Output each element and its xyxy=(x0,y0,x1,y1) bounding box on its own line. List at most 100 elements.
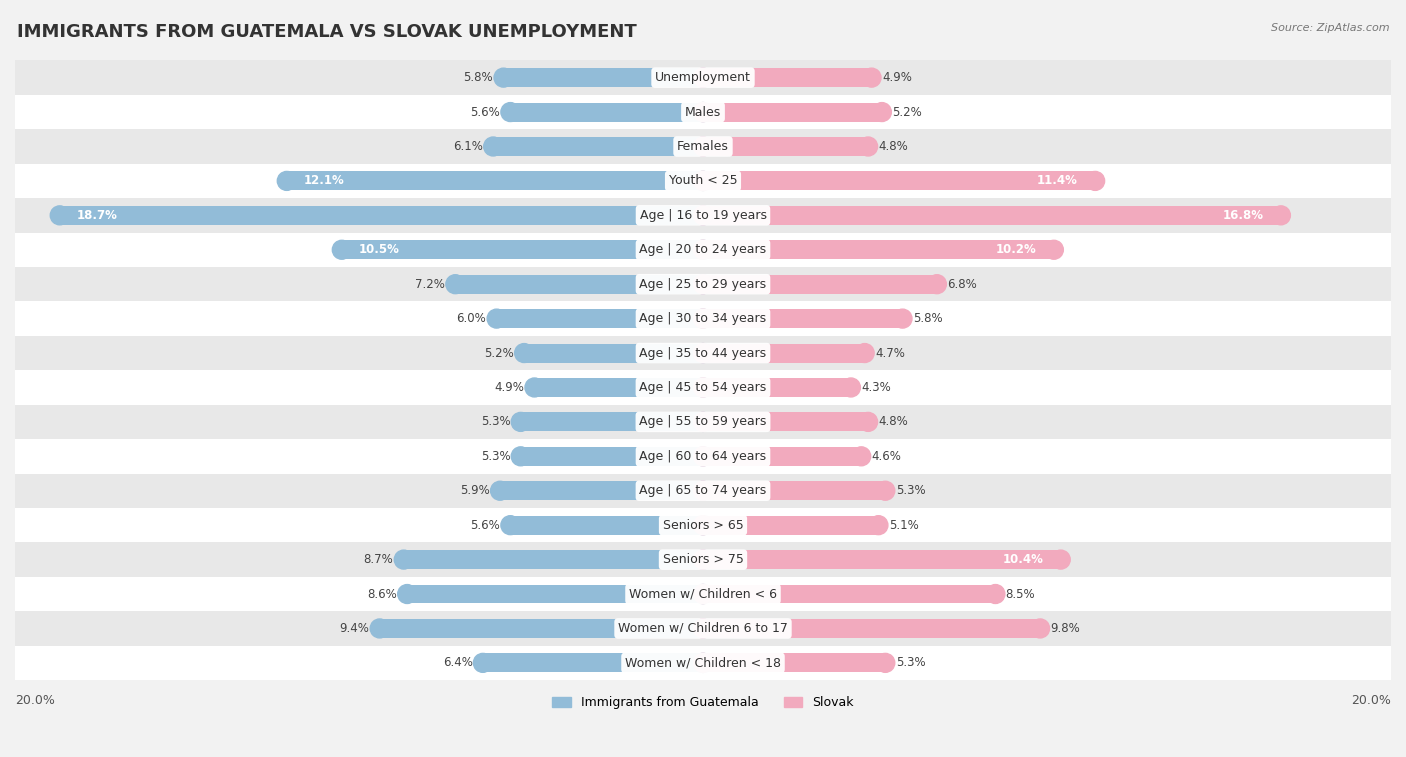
Circle shape xyxy=(446,275,465,294)
Bar xyxy=(510,516,703,534)
Text: 4.8%: 4.8% xyxy=(879,140,908,153)
Text: Age | 60 to 64 years: Age | 60 to 64 years xyxy=(640,450,766,463)
Circle shape xyxy=(693,171,713,190)
Text: Age | 35 to 44 years: Age | 35 to 44 years xyxy=(640,347,766,360)
Bar xyxy=(15,439,1391,474)
Text: 9.4%: 9.4% xyxy=(339,622,370,635)
Text: 10.2%: 10.2% xyxy=(995,243,1036,257)
Bar xyxy=(501,481,703,500)
Circle shape xyxy=(869,516,889,534)
Bar xyxy=(503,68,703,87)
Text: 6.4%: 6.4% xyxy=(443,656,472,669)
Circle shape xyxy=(693,344,713,363)
Circle shape xyxy=(512,413,530,431)
Bar xyxy=(404,550,703,569)
Bar xyxy=(15,95,1391,129)
Bar xyxy=(408,584,703,603)
Circle shape xyxy=(491,481,509,500)
Circle shape xyxy=(693,413,713,431)
Bar xyxy=(703,619,1040,638)
Circle shape xyxy=(855,344,875,363)
Text: 5.6%: 5.6% xyxy=(470,105,501,119)
Bar xyxy=(342,240,703,259)
Text: 5.3%: 5.3% xyxy=(481,416,510,428)
Legend: Immigrants from Guatemala, Slovak: Immigrants from Guatemala, Slovak xyxy=(547,691,859,714)
Circle shape xyxy=(486,309,506,328)
Bar xyxy=(482,653,703,672)
Text: Age | 65 to 74 years: Age | 65 to 74 years xyxy=(640,484,766,497)
Text: Women w/ Children < 6: Women w/ Children < 6 xyxy=(628,587,778,600)
Circle shape xyxy=(693,481,713,500)
Bar xyxy=(15,61,1391,95)
Circle shape xyxy=(693,137,713,156)
Circle shape xyxy=(693,584,713,603)
Bar xyxy=(703,137,868,156)
Bar xyxy=(703,206,1281,225)
Circle shape xyxy=(693,584,713,603)
Bar xyxy=(15,301,1391,336)
Circle shape xyxy=(693,550,713,569)
Circle shape xyxy=(893,309,912,328)
Circle shape xyxy=(872,103,891,122)
Text: 5.3%: 5.3% xyxy=(896,656,925,669)
Circle shape xyxy=(494,68,513,87)
Bar xyxy=(703,344,865,363)
Bar xyxy=(703,171,1095,190)
Bar xyxy=(520,447,703,466)
Circle shape xyxy=(693,275,713,294)
Text: Women w/ Children < 18: Women w/ Children < 18 xyxy=(626,656,780,669)
Circle shape xyxy=(693,275,713,294)
Circle shape xyxy=(986,584,1005,603)
Circle shape xyxy=(1052,550,1070,569)
Bar xyxy=(15,611,1391,646)
Text: Women w/ Children 6 to 17: Women w/ Children 6 to 17 xyxy=(619,622,787,635)
Circle shape xyxy=(859,413,877,431)
Bar xyxy=(15,542,1391,577)
Text: Age | 45 to 54 years: Age | 45 to 54 years xyxy=(640,381,766,394)
Circle shape xyxy=(693,103,713,122)
Text: 6.1%: 6.1% xyxy=(453,140,482,153)
Bar xyxy=(15,129,1391,164)
Text: 5.3%: 5.3% xyxy=(896,484,925,497)
Circle shape xyxy=(693,413,713,431)
Circle shape xyxy=(515,344,534,363)
Bar xyxy=(703,481,886,500)
Text: 20.0%: 20.0% xyxy=(15,694,55,707)
Bar xyxy=(703,103,882,122)
Circle shape xyxy=(876,653,894,672)
Bar xyxy=(703,275,936,294)
Circle shape xyxy=(524,378,544,397)
Bar xyxy=(703,550,1060,569)
Bar xyxy=(380,619,703,638)
Circle shape xyxy=(859,137,877,156)
Bar xyxy=(59,206,703,225)
Circle shape xyxy=(693,240,713,259)
Text: 9.8%: 9.8% xyxy=(1050,622,1080,635)
Text: 8.5%: 8.5% xyxy=(1005,587,1035,600)
Bar xyxy=(703,413,868,431)
Circle shape xyxy=(501,516,520,534)
Bar xyxy=(524,344,703,363)
Text: 5.8%: 5.8% xyxy=(912,312,942,325)
Circle shape xyxy=(1031,619,1050,638)
Bar xyxy=(15,577,1391,611)
Bar xyxy=(15,508,1391,542)
Circle shape xyxy=(693,447,713,466)
Text: 4.7%: 4.7% xyxy=(875,347,905,360)
Bar xyxy=(534,378,703,397)
Circle shape xyxy=(693,516,713,534)
Circle shape xyxy=(474,653,492,672)
Text: 5.3%: 5.3% xyxy=(481,450,510,463)
Text: 4.3%: 4.3% xyxy=(862,381,891,394)
Circle shape xyxy=(398,584,416,603)
Circle shape xyxy=(876,481,894,500)
Bar xyxy=(703,584,995,603)
Circle shape xyxy=(693,619,713,638)
Circle shape xyxy=(501,103,520,122)
Text: Age | 25 to 29 years: Age | 25 to 29 years xyxy=(640,278,766,291)
Text: 5.8%: 5.8% xyxy=(464,71,494,84)
Bar xyxy=(15,232,1391,267)
Bar xyxy=(15,336,1391,370)
Circle shape xyxy=(862,68,882,87)
Bar xyxy=(15,267,1391,301)
